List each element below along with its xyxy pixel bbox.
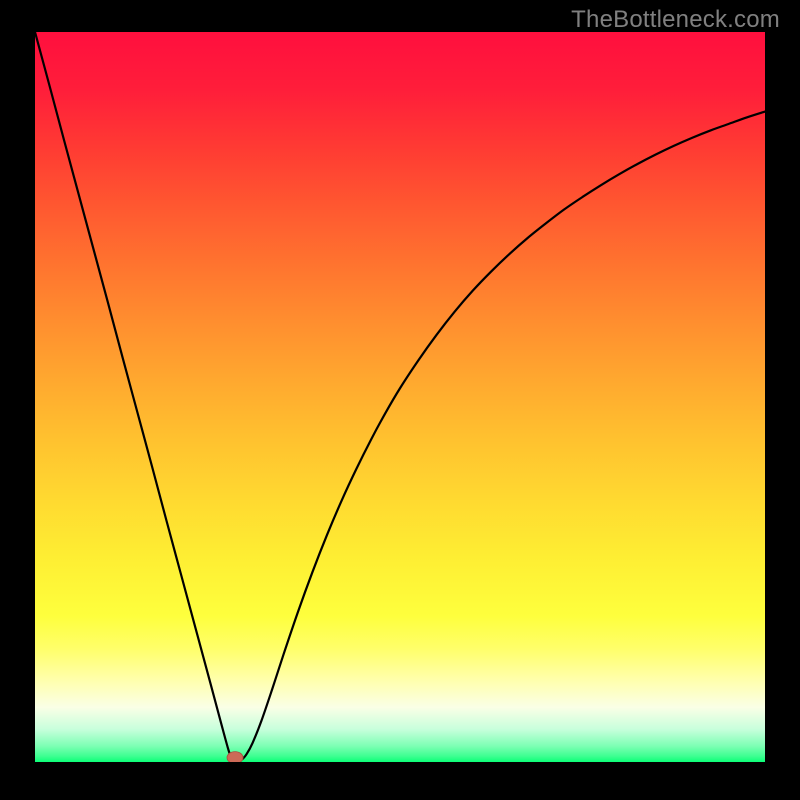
optimal-point-marker — [227, 752, 243, 762]
plot-svg — [35, 32, 765, 762]
chart-container: TheBottleneck.com — [0, 0, 800, 800]
watermark-label: TheBottleneck.com — [571, 6, 780, 34]
gradient-background — [35, 32, 765, 762]
plot-area — [35, 32, 765, 762]
